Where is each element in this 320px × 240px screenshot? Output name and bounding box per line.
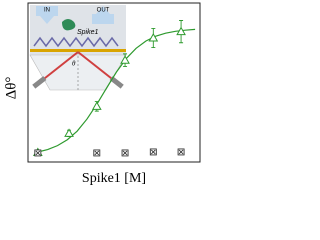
triangle-marker: [64, 128, 74, 137]
annotation: OUT: [97, 8, 110, 14]
chart: IN OUT Spike1 θ Spike1 [M] Δθ°: [3, 2, 201, 186]
flow-arrow-out-head: [96, 6, 110, 14]
spike-protein: [62, 19, 76, 31]
fit-line: [37, 28, 196, 153]
y-axis-label: Δθ°: [3, 77, 19, 100]
square-marker: [121, 149, 129, 157]
flow-arrow-out: [92, 14, 114, 24]
square-marker: [34, 149, 42, 157]
annotation: IN: [44, 8, 50, 14]
x-axis-label: Spike1 [M]: [82, 171, 146, 186]
reflected-beam: [77, 51, 117, 83]
flow-arrow-in-head: [40, 16, 54, 24]
annotation: Spike1: [77, 29, 99, 36]
incident-beam: [39, 51, 79, 83]
annotation: θ: [72, 60, 76, 68]
triangle-marker: [148, 32, 159, 42]
receptor-layer: [33, 36, 119, 48]
gold-film: [30, 49, 126, 52]
square-marker: [177, 148, 185, 156]
flow-arrow-in: [36, 6, 58, 16]
inset: IN OUT Spike1 θ: [29, 5, 127, 91]
square-marker: [93, 149, 101, 157]
light-source: [32, 76, 47, 89]
triangle-marker: [91, 101, 102, 110]
square-marker: [149, 148, 157, 156]
triangle-marker: [176, 26, 186, 36]
triangle-marker: [120, 55, 130, 64]
detector: [109, 76, 124, 89]
plot-frame: [27, 2, 201, 163]
